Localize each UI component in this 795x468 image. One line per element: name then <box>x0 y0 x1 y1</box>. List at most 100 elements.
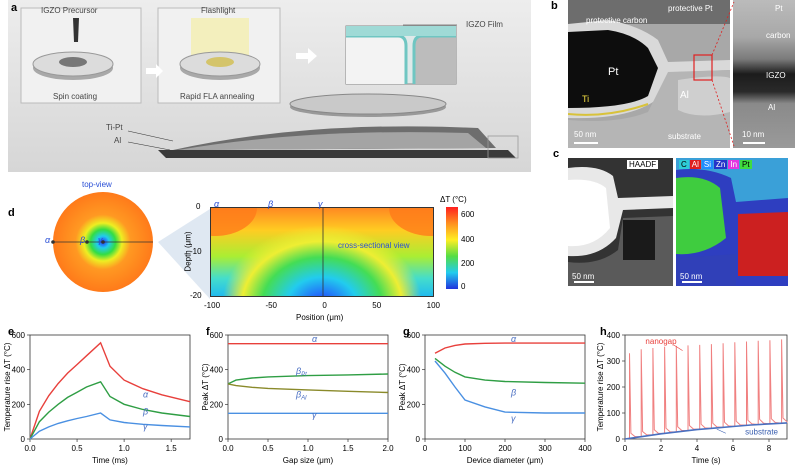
zoom-wedge <box>158 209 210 299</box>
y-tick-label: 200 <box>407 400 421 409</box>
panel-d: d top-view α β γ α β γ cros <box>0 175 552 325</box>
y-tick-label: 0 <box>416 435 421 444</box>
series-label-β: β <box>510 388 516 398</box>
x-tick-label: 6 <box>731 444 736 453</box>
haadf-scale-bar: 50 nm <box>572 272 595 281</box>
substrate-label: substrate <box>668 132 701 141</box>
y-tick-label: 200 <box>607 383 621 392</box>
x-tick-label: 300 <box>538 444 552 453</box>
x-tick-label: 4 <box>695 444 700 453</box>
y-tick-label: 400 <box>210 366 224 375</box>
cs-xticks: -100 -50 0 50 100 <box>204 301 440 310</box>
y-tick-label: 600 <box>12 331 26 340</box>
x-tick-label: 0.0 <box>24 444 36 453</box>
panel-label-f: f <box>206 326 210 338</box>
dropper-icon <box>73 18 79 42</box>
cross-section-label: cross-sectional view <box>338 241 410 250</box>
chart-g-peak-vs-diameter: 0 100 200 300 400 0 200 400 600 Device diameter (… <box>398 331 592 465</box>
plot-frame <box>424 334 586 440</box>
series-label-γ: γ <box>312 410 317 420</box>
arrow-icon <box>296 48 317 64</box>
element-legend: C Al Si Zn In Pt <box>679 160 752 169</box>
y-tick-label: 400 <box>12 366 26 375</box>
y-axis-label: Peak ΔT (°C) <box>398 363 407 410</box>
y-tick-label: 600 <box>210 331 224 340</box>
cs-ytick: -20 <box>190 291 202 300</box>
element-in: In <box>728 160 740 169</box>
al-label: Al <box>680 90 689 101</box>
plot-frame <box>624 334 788 440</box>
chart-h-pulsed-heating: 0 2 4 6 8 0 100 200 300 400 Time (s) Temperature ri… <box>596 331 788 465</box>
cs-ytick: -10 <box>190 247 202 256</box>
panel-label-g: g <box>403 326 410 338</box>
y-tick-label: 600 <box>407 331 421 340</box>
fla-annealing-label: Rapid FLA annealing <box>180 92 255 101</box>
zoom-al-label: Al <box>768 103 776 112</box>
zoom-igzo-label: IGZO <box>766 71 786 80</box>
panel-b: b protective carbon protective Pt Pt Ti … <box>551 0 795 148</box>
x-tick-label: 0 <box>623 444 628 453</box>
colorbar-title: ΔT (°C) <box>440 195 467 204</box>
x-axis-label: Time (s) <box>691 456 720 465</box>
element-pt: Pt <box>740 160 752 169</box>
element-zn: Zn <box>714 160 728 169</box>
colorbar-tick: 0 <box>461 282 466 291</box>
zoom-carbon-label: carbon <box>766 31 791 40</box>
eds-map-image <box>676 158 788 286</box>
nanogap-annotation: nanogap <box>645 337 677 346</box>
top-beta-label: β <box>80 235 86 245</box>
x-tick-label: 1.5 <box>166 444 178 453</box>
series-line-βPt <box>227 373 389 385</box>
cs-alpha-label: α <box>214 199 220 209</box>
x-tick-label: 200 <box>498 444 512 453</box>
series-line-substrate <box>624 422 788 440</box>
panel-label-b: b <box>551 0 558 12</box>
nanogap-arrow <box>673 344 683 351</box>
y-tick-label: 200 <box>12 400 26 409</box>
x-tick-label: 1.0 <box>302 444 314 453</box>
spin-coating-label: Spin coating <box>53 92 98 101</box>
x-tick-label: 0.5 <box>71 444 83 453</box>
x-axis-label: Device diameter (μm) <box>467 456 544 465</box>
haadf-label: HAADF <box>627 160 659 169</box>
y-axis-label: Peak ΔT (°C) <box>201 363 210 410</box>
igzo-precursor-label: IGZO Precursor <box>41 6 98 15</box>
panel-label-a: a <box>11 2 18 14</box>
y-tick-label: 0 <box>21 435 26 444</box>
x-tick-label: 2.0 <box>382 444 394 453</box>
series-label-α: α <box>312 334 318 344</box>
colorbar-tick: 600 <box>461 210 475 219</box>
series-label-βAl: βAl <box>295 389 307 401</box>
cs-xtick: 50 <box>372 301 382 310</box>
arrow-icon <box>146 64 163 78</box>
zoom-connector <box>711 1 735 147</box>
series-line-γ <box>29 412 191 440</box>
eds-scale-bar: 50 nm <box>680 272 703 281</box>
colorbar <box>446 207 458 289</box>
top-gamma-label: γ <box>98 235 103 245</box>
zoom-pt-label: Pt <box>775 4 783 13</box>
panel-label-c: c <box>553 148 560 160</box>
cs-ytick: 0 <box>196 202 201 211</box>
x-tick-label: 8 <box>767 444 772 453</box>
x-tick-label: 0 <box>423 444 428 453</box>
chart-e-temperature-vs-time: 0.0 0.5 1.0 1.5 0 200 400 600 Time (ms) Temperatu… <box>3 331 191 465</box>
panel-c: c HAADF 50 nm C Al Si Zn In Pt 50 nm <box>553 148 795 296</box>
series-line-α <box>434 342 585 354</box>
element-al: Al <box>689 160 701 169</box>
panel-a: a IGZO Precursor Spin coating Flashlight… <box>8 0 531 172</box>
cs-ylabel: Depth (μm) <box>183 231 193 272</box>
cs-xlabel: Position (μm) <box>296 313 344 322</box>
series-label-γ: γ <box>143 421 148 431</box>
y-axis-label: Temperature rise ΔT (°C) <box>596 342 605 431</box>
series-label-α: α <box>143 389 149 399</box>
series-line-β <box>29 380 191 440</box>
x-tick-label: 0.5 <box>262 444 274 453</box>
protective-pt-label: protective Pt <box>668 4 713 13</box>
cs-beta-label: β <box>268 199 274 209</box>
cross-section-map <box>210 207 434 297</box>
ti-pt-label: Ti-Pt <box>106 123 123 132</box>
series-line-β <box>434 357 586 384</box>
top-view-label: top-view <box>82 180 112 189</box>
x-tick-label: 0.0 <box>222 444 234 453</box>
